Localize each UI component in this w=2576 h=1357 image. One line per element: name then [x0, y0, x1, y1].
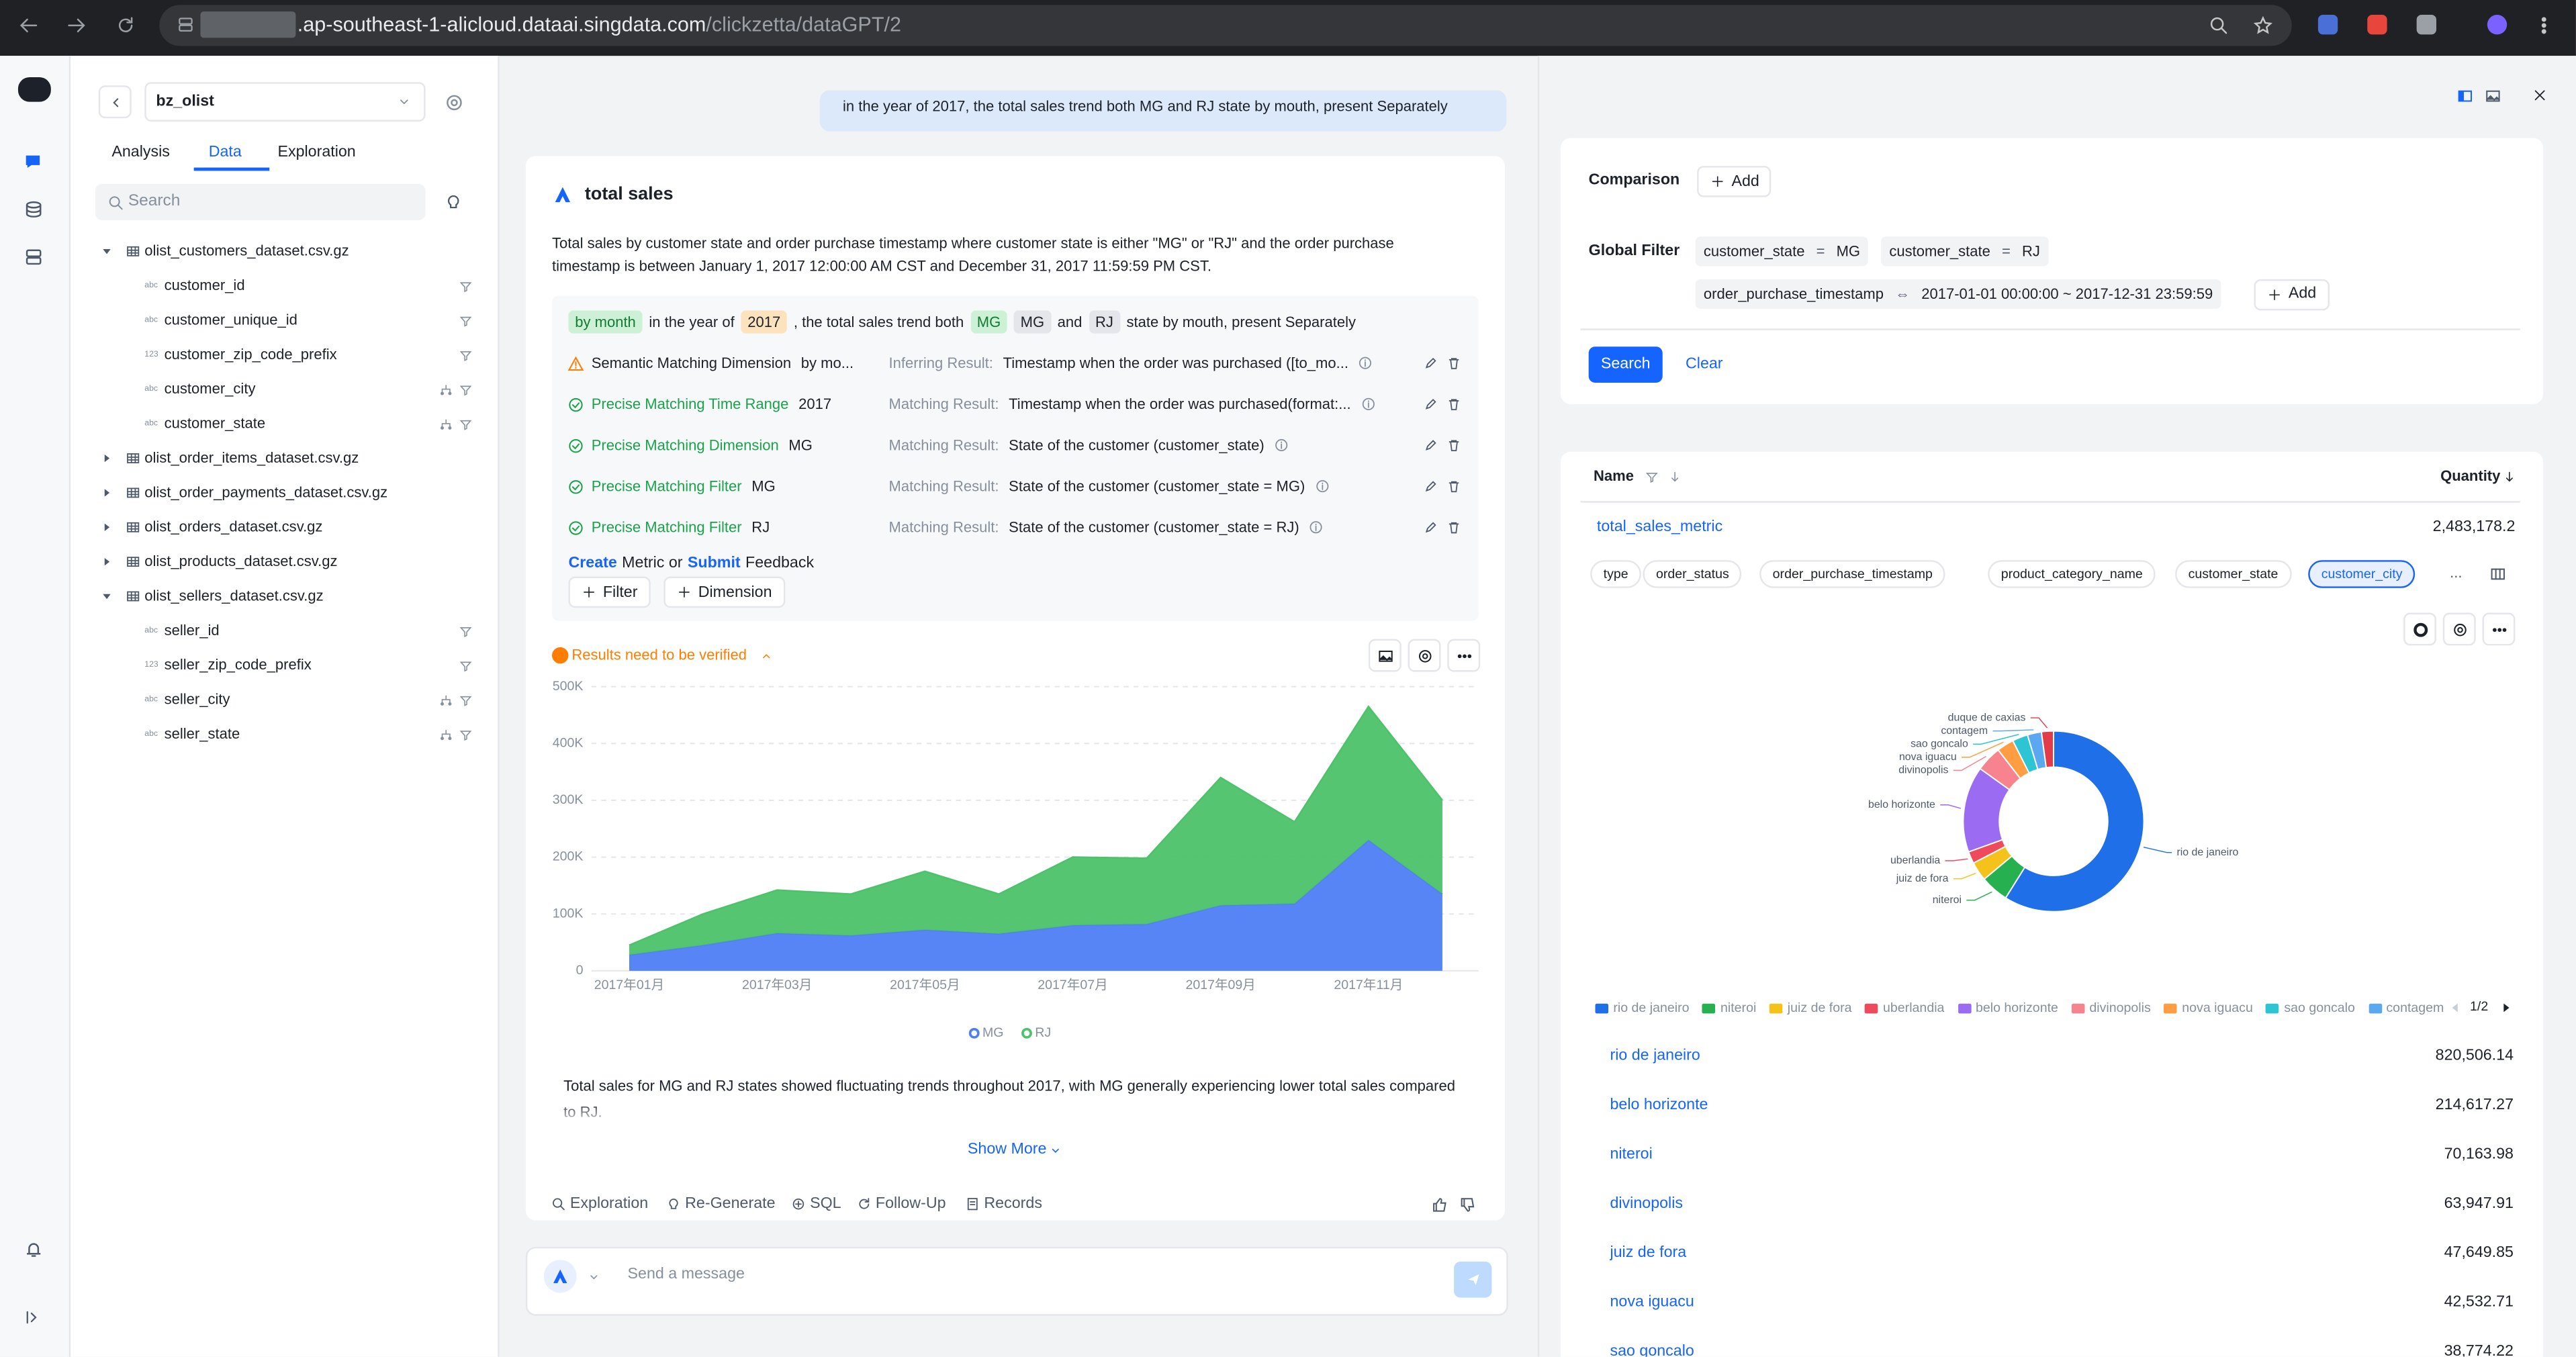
- legend-swatch: [1702, 1003, 1716, 1013]
- slice-label: divinopolis: [1898, 765, 1948, 776]
- row-quantity: 63,947.91: [2444, 1195, 2514, 1213]
- slice-label: contagem: [1941, 725, 1988, 737]
- donut-legend: rio de janeiro niteroi juiz de fora uberlan…: [1595, 996, 2446, 1021]
- label-line: [1945, 859, 1968, 861]
- label-line: [2031, 718, 2048, 728]
- legend-swatch: [2071, 1003, 2084, 1013]
- legend-item[interactable]: sao goncalo: [2266, 1000, 2354, 1015]
- legend-label: belo horizonte: [1976, 1000, 2058, 1015]
- legend-prev[interactable]: [2447, 1000, 2462, 1015]
- row-name[interactable]: belo horizonte: [1610, 1096, 1708, 1115]
- slice-label: duque de caxias: [1948, 712, 2026, 723]
- legend-label: rio de janeiro: [1613, 1000, 1689, 1015]
- label-line: [1966, 892, 1992, 900]
- legend-label: divinopolis: [2089, 1000, 2150, 1015]
- legend-item[interactable]: divinopolis: [2071, 1000, 2150, 1015]
- legend-item[interactable]: rio de janeiro: [1595, 1000, 1689, 1015]
- row-name[interactable]: sao goncalo: [1610, 1342, 1694, 1356]
- legend-item[interactable]: niteroi: [1702, 1000, 1756, 1015]
- row-quantity: 820,506.14: [2436, 1047, 2514, 1066]
- row-name[interactable]: juiz de fora: [1610, 1244, 1686, 1263]
- legend-label: nova iguacu: [2182, 1000, 2253, 1015]
- label-line: [1992, 730, 2033, 731]
- row-quantity: 70,163.98: [2444, 1145, 2514, 1164]
- row-name[interactable]: nova iguacu: [1610, 1293, 1694, 1312]
- slice-label: rio de janeiro: [2176, 847, 2238, 858]
- legend-swatch: [2266, 1003, 2279, 1013]
- legend-swatch: [2368, 1003, 2381, 1013]
- slice-label: niteroi: [1933, 894, 1962, 906]
- label-line: [1940, 805, 1961, 808]
- legend-label: juiz de fora: [1788, 1000, 1852, 1015]
- legend-swatch: [1958, 1003, 1971, 1013]
- label-line: [1953, 874, 1976, 879]
- slice-label: sao goncalo: [1911, 738, 1968, 749]
- legend-item[interactable]: nova iguacu: [2164, 1000, 2252, 1015]
- legend-swatch: [1595, 1003, 1608, 1013]
- slice-label: belo horizonte: [1868, 799, 1935, 810]
- legend-label: contagem: [2386, 1000, 2444, 1015]
- row-name[interactable]: divinopolis: [1610, 1195, 1683, 1213]
- row-quantity: 214,617.27: [2436, 1096, 2514, 1115]
- legend-label: niteroi: [1720, 1000, 1756, 1015]
- legend-page: 1/2: [2470, 999, 2488, 1015]
- label-line: [2144, 847, 2172, 853]
- legend-item[interactable]: juiz de fora: [1769, 1000, 1852, 1015]
- row-name[interactable]: niteroi: [1610, 1145, 1652, 1164]
- slice-label: juiz de fora: [1896, 873, 1949, 884]
- legend-label: uberlandia: [1883, 1000, 1944, 1015]
- icon-part: [2503, 1002, 2508, 1011]
- legend-item[interactable]: uberlandia: [1865, 1000, 1944, 1015]
- legend-label: sao goncalo: [2284, 1000, 2355, 1015]
- slice-label: uberlandia: [1890, 855, 1940, 866]
- icon-part: [2451, 1002, 2456, 1011]
- legend-next[interactable]: [2498, 1000, 2513, 1015]
- legend-item[interactable]: contagem: [2368, 1000, 2444, 1015]
- row-quantity: 47,649.85: [2444, 1244, 2514, 1263]
- row-quantity: 38,774.22: [2444, 1342, 2514, 1356]
- legend-swatch: [1865, 1003, 1878, 1013]
- legend-swatch: [2164, 1003, 2177, 1013]
- slice-label: nova iguacu: [1899, 751, 1957, 763]
- legend-item[interactable]: belo horizonte: [1958, 1000, 2058, 1015]
- row-name[interactable]: rio de janeiro: [1610, 1047, 1700, 1066]
- row-quantity: 42,532.71: [2444, 1293, 2514, 1312]
- legend-swatch: [1769, 1003, 1783, 1013]
